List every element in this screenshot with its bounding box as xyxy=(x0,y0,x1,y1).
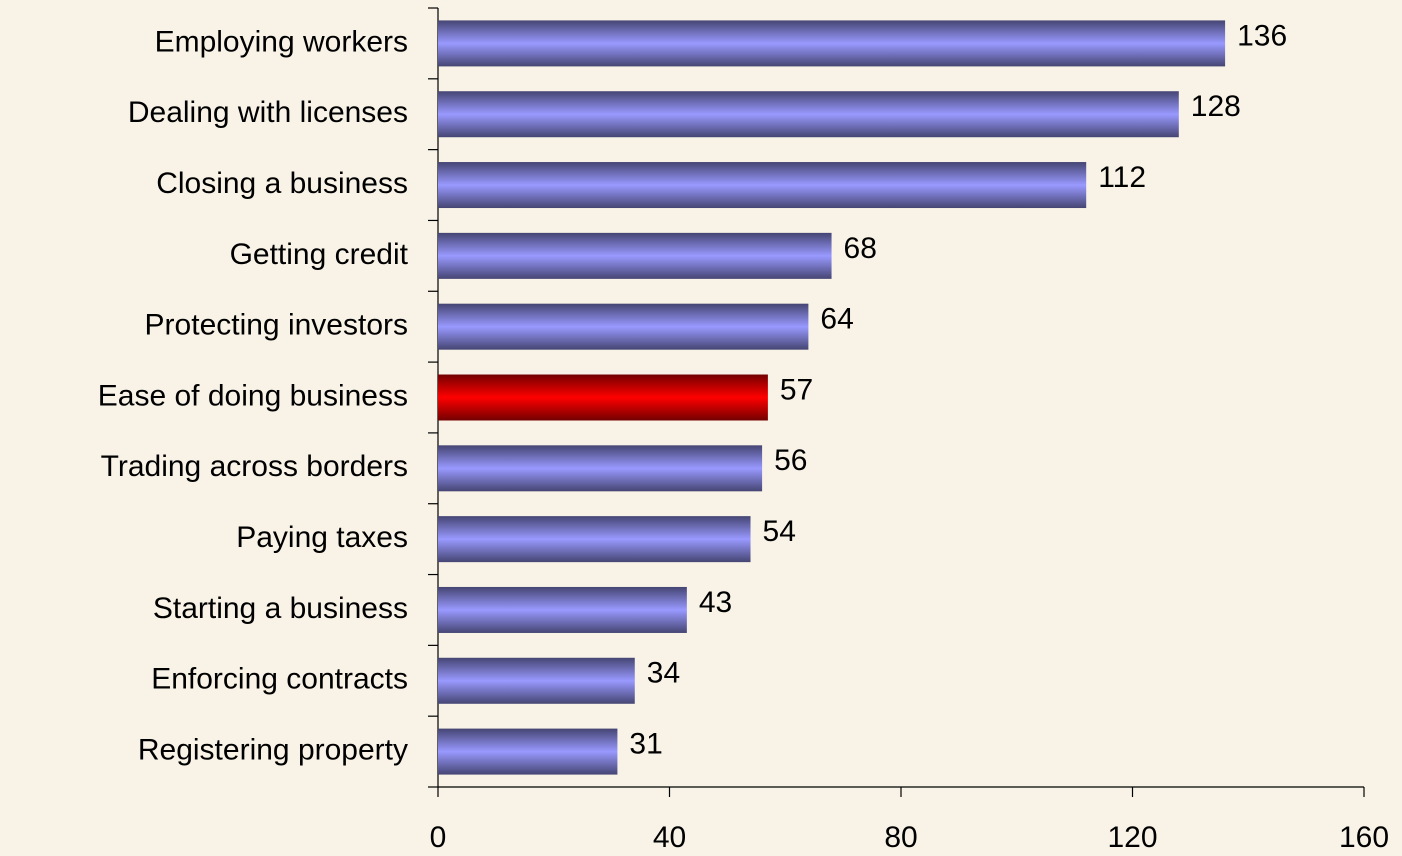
value-label: 54 xyxy=(763,515,796,548)
value-label: 34 xyxy=(647,657,680,690)
bar xyxy=(438,232,832,279)
bar xyxy=(438,657,635,704)
category-label: Closing a business xyxy=(156,167,408,200)
bar xyxy=(438,586,687,633)
bar xyxy=(438,374,768,421)
bar xyxy=(438,516,751,563)
category-label: Enforcing contracts xyxy=(151,663,408,696)
category-label: Protecting investors xyxy=(145,309,408,342)
value-label: 64 xyxy=(820,303,853,336)
category-label: Dealing with licenses xyxy=(128,96,408,129)
bar xyxy=(438,162,1087,209)
category-label: Registering property xyxy=(138,734,408,767)
value-label: 128 xyxy=(1191,90,1241,123)
category-label: Paying taxes xyxy=(236,521,408,554)
x-tick-label: 40 xyxy=(653,821,686,854)
x-tick-label: 160 xyxy=(1339,821,1389,854)
category-label: Ease of doing business xyxy=(98,379,408,412)
bar xyxy=(438,20,1226,67)
x-tick-label: 0 xyxy=(430,821,447,854)
value-label: 31 xyxy=(629,728,662,761)
category-label: Trading across borders xyxy=(101,450,408,483)
bar xyxy=(438,728,618,775)
value-label: 112 xyxy=(1098,161,1146,194)
value-label: 57 xyxy=(780,373,813,406)
bar xyxy=(438,445,763,492)
bar xyxy=(438,91,1179,138)
x-tick-label: 80 xyxy=(884,821,917,854)
value-label: 43 xyxy=(699,586,732,619)
x-tick-label: 120 xyxy=(1107,821,1157,854)
category-label: Employing workers xyxy=(155,25,408,58)
bar xyxy=(438,303,809,350)
category-label: Getting credit xyxy=(230,238,409,271)
value-label: 56 xyxy=(774,444,807,477)
category-label: Starting a business xyxy=(153,592,408,625)
value-label: 68 xyxy=(844,232,877,265)
value-label: 136 xyxy=(1237,19,1287,52)
